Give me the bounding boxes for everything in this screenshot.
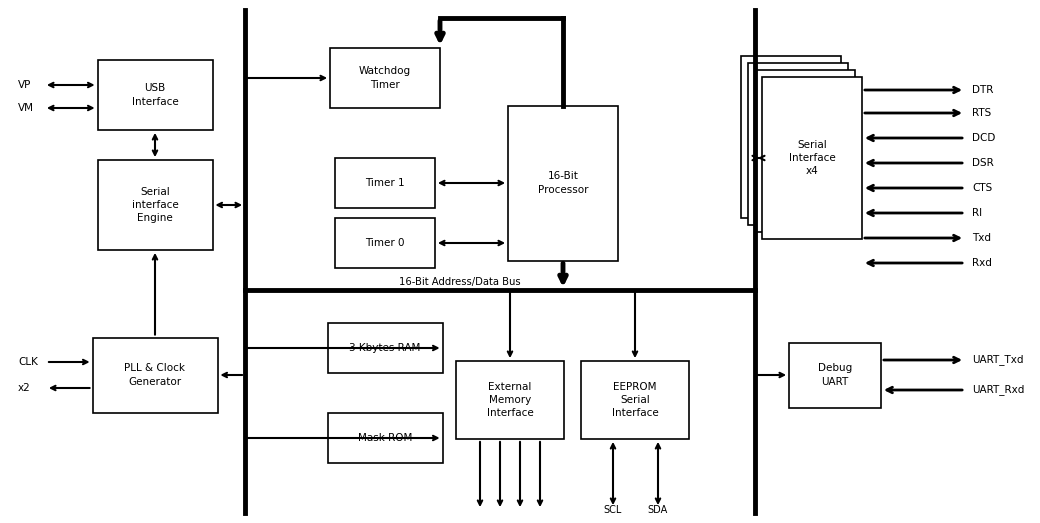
Text: CLK: CLK [18,357,37,367]
Bar [335,158,435,208]
Bar [328,413,442,463]
Text: Debug
UART: Debug UART [817,363,852,386]
Text: Timer 0: Timer 0 [365,238,405,248]
Text: UART_Txd: UART_Txd [972,355,1023,366]
Text: VM: VM [18,103,34,113]
Bar [456,361,564,439]
Text: SCL: SCL [604,505,622,515]
Text: USB
Interface: USB Interface [132,83,179,107]
Bar [328,323,442,373]
Text: External
Memory
Interface: External Memory Interface [487,382,534,418]
Bar [581,361,690,439]
Text: 16-Bit
Processor: 16-Bit Processor [538,172,589,195]
Text: Txd: Txd [972,233,991,243]
Text: DTR: DTR [972,85,993,95]
Bar [330,48,440,108]
Text: Timer 1: Timer 1 [365,178,405,188]
Bar [748,63,848,225]
Text: 16-Bit Address/Data Bus: 16-Bit Address/Data Bus [399,277,521,287]
Text: CTS: CTS [972,183,992,193]
Bar [755,70,855,232]
Text: SDA: SDA [648,505,668,515]
Bar [508,106,618,260]
Text: x2: x2 [18,383,31,393]
Text: Mask ROM: Mask ROM [358,433,412,443]
Text: PLL & Clock
Generator: PLL & Clock Generator [125,363,185,386]
Text: 3 Kbytes RAM: 3 Kbytes RAM [349,343,421,353]
Text: Rxd: Rxd [972,258,992,268]
Bar [762,77,862,239]
Text: EEPROM
Serial
Interface: EEPROM Serial Interface [612,382,658,418]
Text: RI: RI [972,208,982,218]
Text: UART_Rxd: UART_Rxd [972,384,1024,395]
Bar [335,218,435,268]
Text: Serial
Interface
x4: Serial Interface x4 [788,140,835,176]
Bar [93,337,217,413]
Text: RTS: RTS [972,108,991,118]
Text: VP: VP [18,80,31,90]
Bar [789,343,881,407]
Bar [98,60,212,130]
Bar [740,56,841,218]
Text: Serial
interface
Engine: Serial interface Engine [132,187,179,223]
Text: Watchdog
Timer: Watchdog Timer [359,66,411,89]
Text: DSR: DSR [972,158,994,168]
Bar [98,160,212,250]
Text: DCD: DCD [972,133,995,143]
